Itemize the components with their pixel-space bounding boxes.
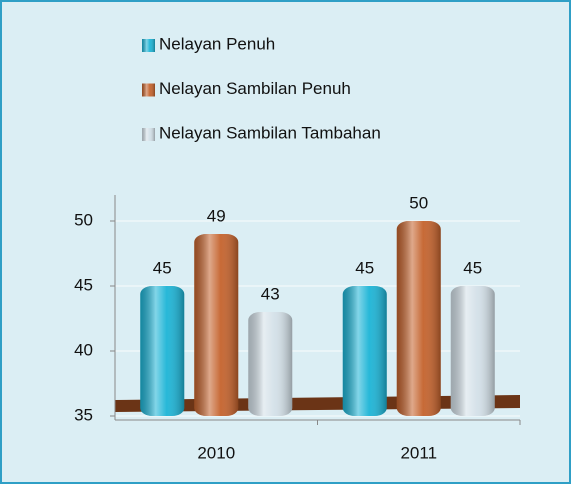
data-label: 45 (153, 258, 172, 277)
legend-swatch-shine (142, 39, 155, 52)
bar-shine (140, 286, 185, 416)
data-label: 45 (355, 258, 374, 277)
y-tick-label: 40 (74, 340, 93, 359)
legend-swatch-shine (142, 128, 155, 141)
x-tick-label: 2010 (197, 443, 235, 462)
bar-shine (248, 312, 293, 416)
x-tick-label: 2011 (400, 443, 437, 462)
legend-label: Nelayan Sambilan Penuh (159, 79, 351, 98)
data-label: 43 (261, 284, 280, 303)
legend-label: Nelayan Sambilan Tambahan (159, 123, 381, 142)
bar-shine (342, 286, 387, 416)
y-tick-label: 45 (74, 275, 93, 294)
data-label: 45 (463, 258, 482, 277)
bar-shine (194, 234, 239, 416)
data-label: 50 (409, 193, 428, 212)
bar-shine (396, 221, 441, 416)
bar-shine (450, 286, 495, 416)
y-tick-label: 35 (74, 405, 93, 424)
legend-label: Nelayan Penuh (159, 34, 275, 53)
y-tick-label: 50 (74, 210, 93, 229)
data-label: 49 (207, 206, 226, 225)
legend-swatch-shine (142, 83, 155, 97)
